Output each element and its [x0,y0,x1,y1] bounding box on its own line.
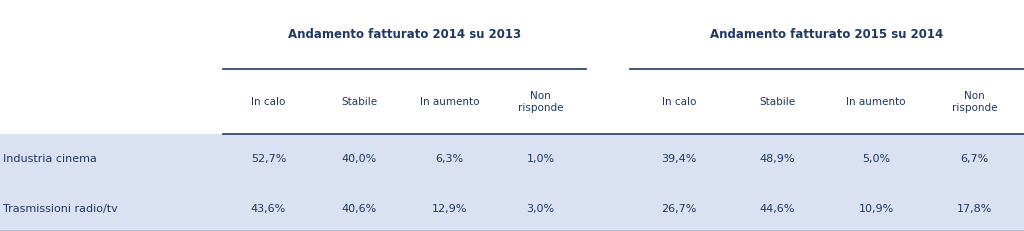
Text: 39,4%: 39,4% [662,154,696,164]
Text: In aumento: In aumento [847,97,906,107]
Text: 10,9%: 10,9% [858,203,894,213]
Text: Non
risponde: Non risponde [952,91,997,112]
Text: Andamento fatturato 2015 su 2014: Andamento fatturato 2015 su 2014 [711,28,943,41]
Text: 26,7%: 26,7% [662,203,696,213]
Text: 40,0%: 40,0% [342,154,377,164]
Text: 17,8%: 17,8% [957,203,992,213]
Text: Stabile: Stabile [341,97,377,107]
Text: In calo: In calo [251,97,286,107]
Text: 44,6%: 44,6% [760,203,796,213]
Bar [0,183,1024,231]
Text: Andamento fatturato 2014 su 2013: Andamento fatturato 2014 su 2013 [288,28,521,41]
Text: 5,0%: 5,0% [862,154,890,164]
Bar [0,134,1024,183]
Text: Stabile: Stabile [760,97,796,107]
Bar [0,0,1024,134]
Text: 3,0%: 3,0% [526,203,554,213]
Text: 48,9%: 48,9% [760,154,796,164]
Text: 12,9%: 12,9% [432,203,468,213]
Text: 52,7%: 52,7% [251,154,287,164]
Text: 6,3%: 6,3% [436,154,464,164]
Text: 1,0%: 1,0% [526,154,554,164]
Text: Industria cinema: Industria cinema [3,154,97,164]
Text: Trasmissioni radio/tv: Trasmissioni radio/tv [3,203,118,213]
Text: Non
risponde: Non risponde [518,91,563,112]
Text: In calo: In calo [662,97,696,107]
Text: 40,6%: 40,6% [342,203,377,213]
Text: 6,7%: 6,7% [961,154,989,164]
Text: 43,6%: 43,6% [251,203,286,213]
Text: In aumento: In aumento [420,97,479,107]
